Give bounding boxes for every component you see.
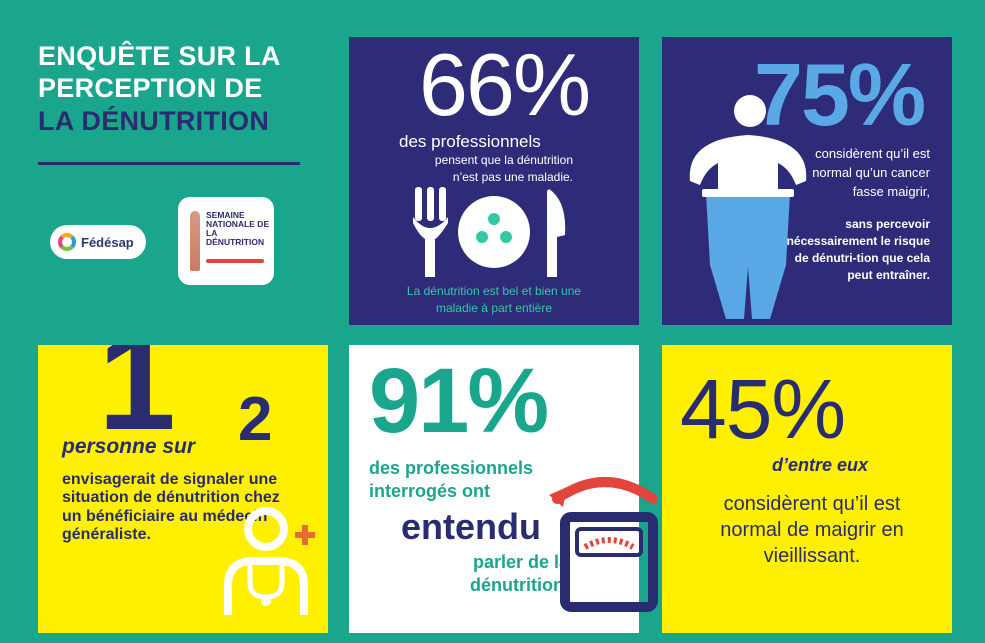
stat-1-of-2-panel: 1 2 personne sur envisagerait de signale… [38, 345, 328, 633]
stat-66-footer: La dénutrition est bel et bien une malad… [406, 284, 582, 315]
semaine-logo-text: SEMAINE NATIONALE DE LA DÉNUTRITION [206, 210, 270, 247]
loose-pants-person-icon [689, 95, 807, 319]
stat-91-panel: 91% des professionnels interrogés ont en… [349, 345, 658, 633]
stat-45-value: 45% [680, 362, 846, 456]
title-divider [38, 162, 300, 165]
title-line-2: PERCEPTION DE [38, 73, 263, 104]
stat-75-panel: 75% considèrent qu’il est normal qu’un c… [662, 37, 952, 325]
fedesap-logo-text: Fédésap [81, 234, 134, 250]
fedesap-ring-icon [58, 233, 76, 251]
title-line-3: LA DÉNUTRITION [38, 105, 270, 136]
stat-45-sub: d’entre eux [771, 455, 868, 475]
stat-45-panel: 45% d’entre eux considèrent qu’il est no… [662, 345, 952, 633]
doctor-icon [224, 507, 315, 615]
stat-two-value: 2 [238, 385, 273, 454]
stat-91-line3: parler de la dénutrition. [470, 552, 569, 596]
stat-75-text2: sans percevoir nécessairement le risque … [786, 217, 930, 283]
stat-1-of-2-desc: envisagerait de signaler une situation d… [62, 471, 280, 544]
stat-91-line1: des professionnels interrogés ont [369, 458, 534, 502]
semaine-nationale-logo: SEMAINE NATIONALE DE LA DÉNUTRITION [178, 197, 274, 285]
stat-66-value: 66% [419, 35, 591, 134]
stat-66-line1: des professionnels [399, 132, 541, 151]
stat-one-value: 1 [98, 345, 176, 459]
weighing-scale-icon [549, 477, 658, 612]
stat-45-desc: considèrent qu’il est normal de maigrir … [720, 493, 904, 567]
stat-75-value: 75% [754, 45, 926, 144]
stat-66-panel: 66% des professionnels pensent que la dé… [349, 37, 639, 325]
red-swoosh-icon [206, 259, 264, 263]
figure-silhouette-icon [190, 211, 200, 271]
fedesap-logo: Fédésap [50, 225, 146, 259]
cutlery-plate-icon [413, 187, 566, 277]
page-title: ENQUÊTE SUR LA PERCEPTION DE LA DÉNUTRIT… [38, 40, 308, 137]
stat-1-of-2-label: personne sur [62, 435, 196, 458]
title-line-1: ENQUÊTE SUR LA [38, 41, 281, 71]
stat-91-value: 91% [369, 350, 549, 452]
stat-75-text1: considèrent qu’il est normal qu’un cance… [812, 146, 930, 199]
stat-91-line2: entendu [401, 506, 541, 547]
stat-66-line2: pensent que la dénutrition n’est pas une… [434, 153, 573, 185]
